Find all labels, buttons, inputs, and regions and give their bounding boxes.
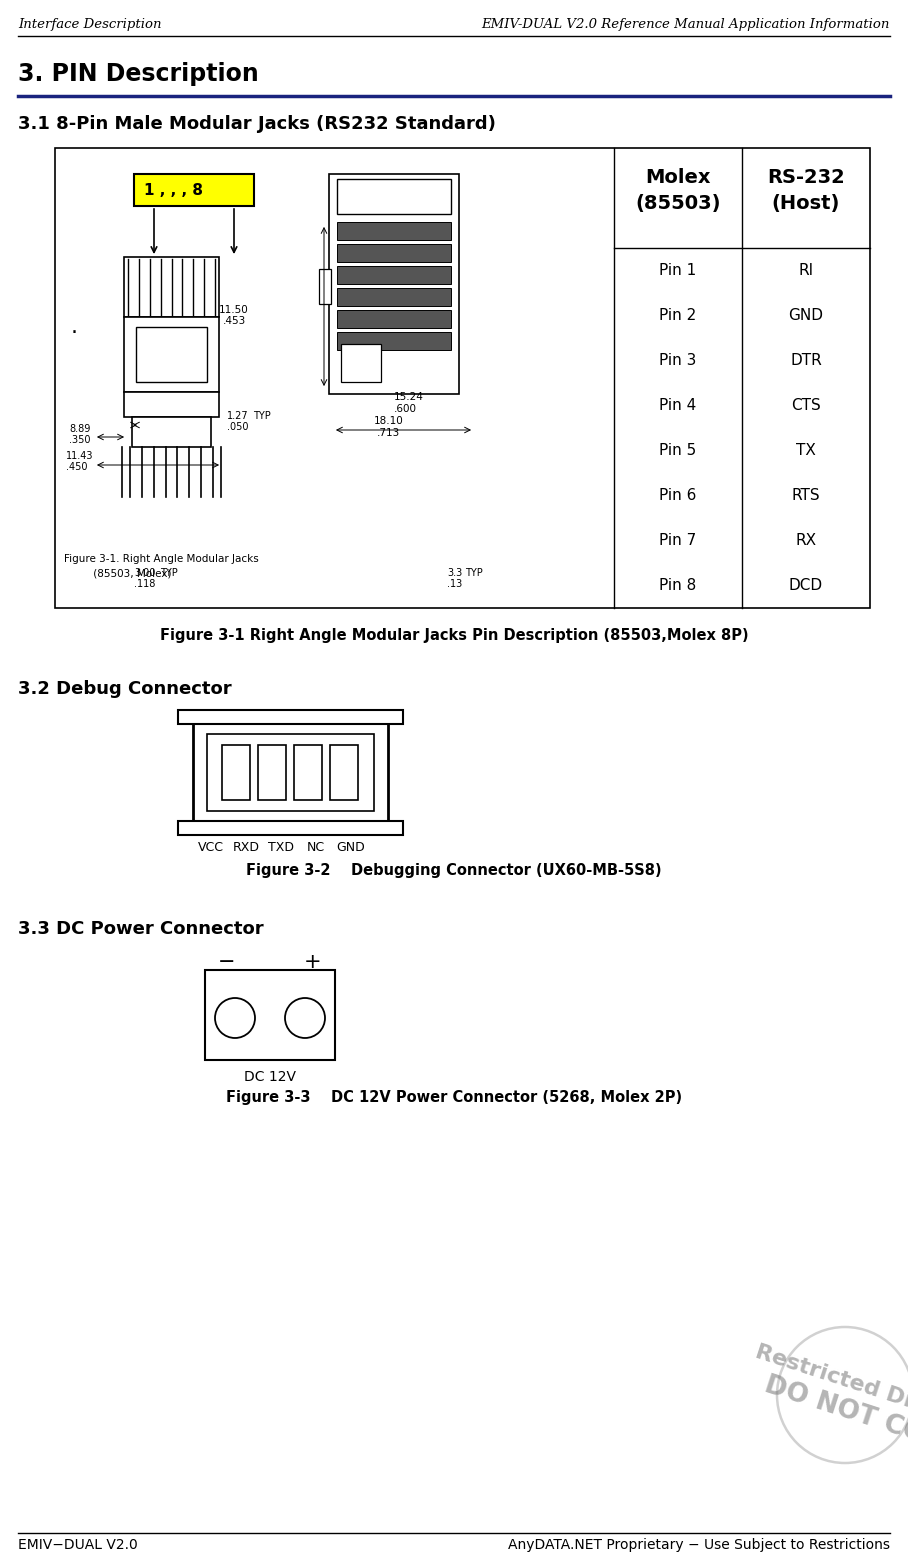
Bar xyxy=(124,392,219,417)
Bar xyxy=(178,710,403,724)
Text: .118: .118 xyxy=(134,579,155,589)
Text: TX: TX xyxy=(796,444,816,458)
Text: EMIV−DUAL V2.0: EMIV−DUAL V2.0 xyxy=(18,1538,138,1552)
Text: NC: NC xyxy=(307,841,325,853)
Text: 3. PIN Description: 3. PIN Description xyxy=(18,62,259,86)
Text: Molex: Molex xyxy=(646,168,711,187)
Circle shape xyxy=(215,998,255,1039)
Bar xyxy=(193,719,388,825)
Text: Figure 3-1 Right Angle Modular Jacks Pin Description (85503,Molex 8P): Figure 3-1 Right Angle Modular Jacks Pin… xyxy=(160,627,748,643)
Text: 11.43: 11.43 xyxy=(66,452,94,461)
Text: .050: .050 xyxy=(227,422,249,431)
Text: DC 12V: DC 12V xyxy=(244,1070,296,1084)
Text: CTS: CTS xyxy=(791,399,821,413)
Bar xyxy=(124,257,219,318)
Text: DO NOT CO: DO NOT CO xyxy=(762,1372,908,1448)
Text: Pin 5: Pin 5 xyxy=(659,444,696,458)
Bar xyxy=(337,179,451,213)
Text: 11.50: 11.50 xyxy=(219,305,249,315)
Bar xyxy=(337,223,451,240)
Text: 3.2 Debug Connector: 3.2 Debug Connector xyxy=(18,680,232,698)
Text: 3.3 DC Power Connector: 3.3 DC Power Connector xyxy=(18,920,263,937)
Text: 8.89: 8.89 xyxy=(69,424,91,434)
Bar xyxy=(124,318,219,392)
Text: Restricted Dist: Restricted Dist xyxy=(753,1342,908,1418)
Bar xyxy=(136,327,207,381)
Text: (85503, Molex): (85503, Molex) xyxy=(64,568,172,578)
Text: .713: .713 xyxy=(378,428,400,438)
Text: RXD: RXD xyxy=(232,841,260,853)
Text: +: + xyxy=(304,951,321,972)
Text: RTS: RTS xyxy=(792,487,820,503)
Bar xyxy=(329,174,459,394)
Bar xyxy=(319,269,331,304)
Bar xyxy=(178,821,403,835)
Text: Interface Description: Interface Description xyxy=(18,19,162,31)
Text: Pin 6: Pin 6 xyxy=(659,487,696,503)
Text: 3.3: 3.3 xyxy=(447,568,462,578)
Text: RI: RI xyxy=(798,263,814,279)
Bar xyxy=(341,344,381,381)
Text: VCC: VCC xyxy=(198,841,224,853)
Text: Figure 3-3    DC 12V Power Connector (5268, Molex 2P): Figure 3-3 DC 12V Power Connector (5268,… xyxy=(226,1090,682,1105)
Text: .450: .450 xyxy=(66,462,87,472)
Bar xyxy=(337,266,451,283)
Text: 3.1 8-Pin Male Modular Jacks (RS232 Standard): 3.1 8-Pin Male Modular Jacks (RS232 Stan… xyxy=(18,115,496,132)
Text: RS-232: RS-232 xyxy=(767,168,844,187)
Text: Pin 8: Pin 8 xyxy=(659,578,696,593)
Text: AnyDATA.NET Proprietary − Use Subject to Restrictions: AnyDATA.NET Proprietary − Use Subject to… xyxy=(508,1538,890,1552)
Bar xyxy=(337,244,451,262)
Circle shape xyxy=(285,998,325,1039)
Text: 18.10: 18.10 xyxy=(374,416,404,427)
Text: TYP: TYP xyxy=(253,411,271,420)
Bar xyxy=(134,174,254,206)
Bar xyxy=(55,148,870,607)
Bar xyxy=(337,332,451,350)
Text: TYP: TYP xyxy=(160,568,178,578)
Text: .600: .600 xyxy=(394,403,417,414)
Text: Pin 3: Pin 3 xyxy=(659,353,696,367)
Text: 3.00: 3.00 xyxy=(134,568,155,578)
Bar xyxy=(258,744,286,800)
Text: Figure 3-2    Debugging Connector (UX60-MB-5S8): Figure 3-2 Debugging Connector (UX60-MB-… xyxy=(246,863,662,878)
Text: .453: .453 xyxy=(222,316,246,325)
Bar xyxy=(222,744,250,800)
Text: GND: GND xyxy=(788,308,824,322)
Bar xyxy=(337,288,451,307)
Text: .: . xyxy=(71,318,77,336)
Text: 1 , , , 8: 1 , , , 8 xyxy=(144,182,203,198)
Text: (Host): (Host) xyxy=(772,195,840,213)
Text: Pin 7: Pin 7 xyxy=(659,532,696,548)
Text: (85503): (85503) xyxy=(636,195,721,213)
Text: .350: .350 xyxy=(69,434,91,445)
Text: TYP: TYP xyxy=(465,568,483,578)
Bar xyxy=(207,733,374,811)
Bar xyxy=(132,417,211,447)
Text: Pin 2: Pin 2 xyxy=(659,308,696,322)
Text: RX: RX xyxy=(795,532,816,548)
Text: TXD: TXD xyxy=(268,841,294,853)
Text: Figure 3-1. Right Angle Modular Jacks: Figure 3-1. Right Angle Modular Jacks xyxy=(64,554,259,564)
Text: Pin 1: Pin 1 xyxy=(659,263,696,279)
Text: EMIV-DUAL V2.0 Reference Manual Application Information: EMIV-DUAL V2.0 Reference Manual Applicat… xyxy=(481,19,890,31)
Bar xyxy=(330,744,358,800)
Text: Pin 4: Pin 4 xyxy=(659,399,696,413)
Text: −: − xyxy=(218,951,236,972)
Text: 1.27: 1.27 xyxy=(227,411,249,420)
Bar xyxy=(205,970,335,1060)
Bar xyxy=(294,744,322,800)
Bar xyxy=(337,310,451,329)
Text: 15.24: 15.24 xyxy=(394,392,424,402)
Text: DTR: DTR xyxy=(790,353,822,367)
Text: .13: .13 xyxy=(447,579,462,589)
Text: DCD: DCD xyxy=(789,578,823,593)
Text: GND: GND xyxy=(337,841,365,853)
